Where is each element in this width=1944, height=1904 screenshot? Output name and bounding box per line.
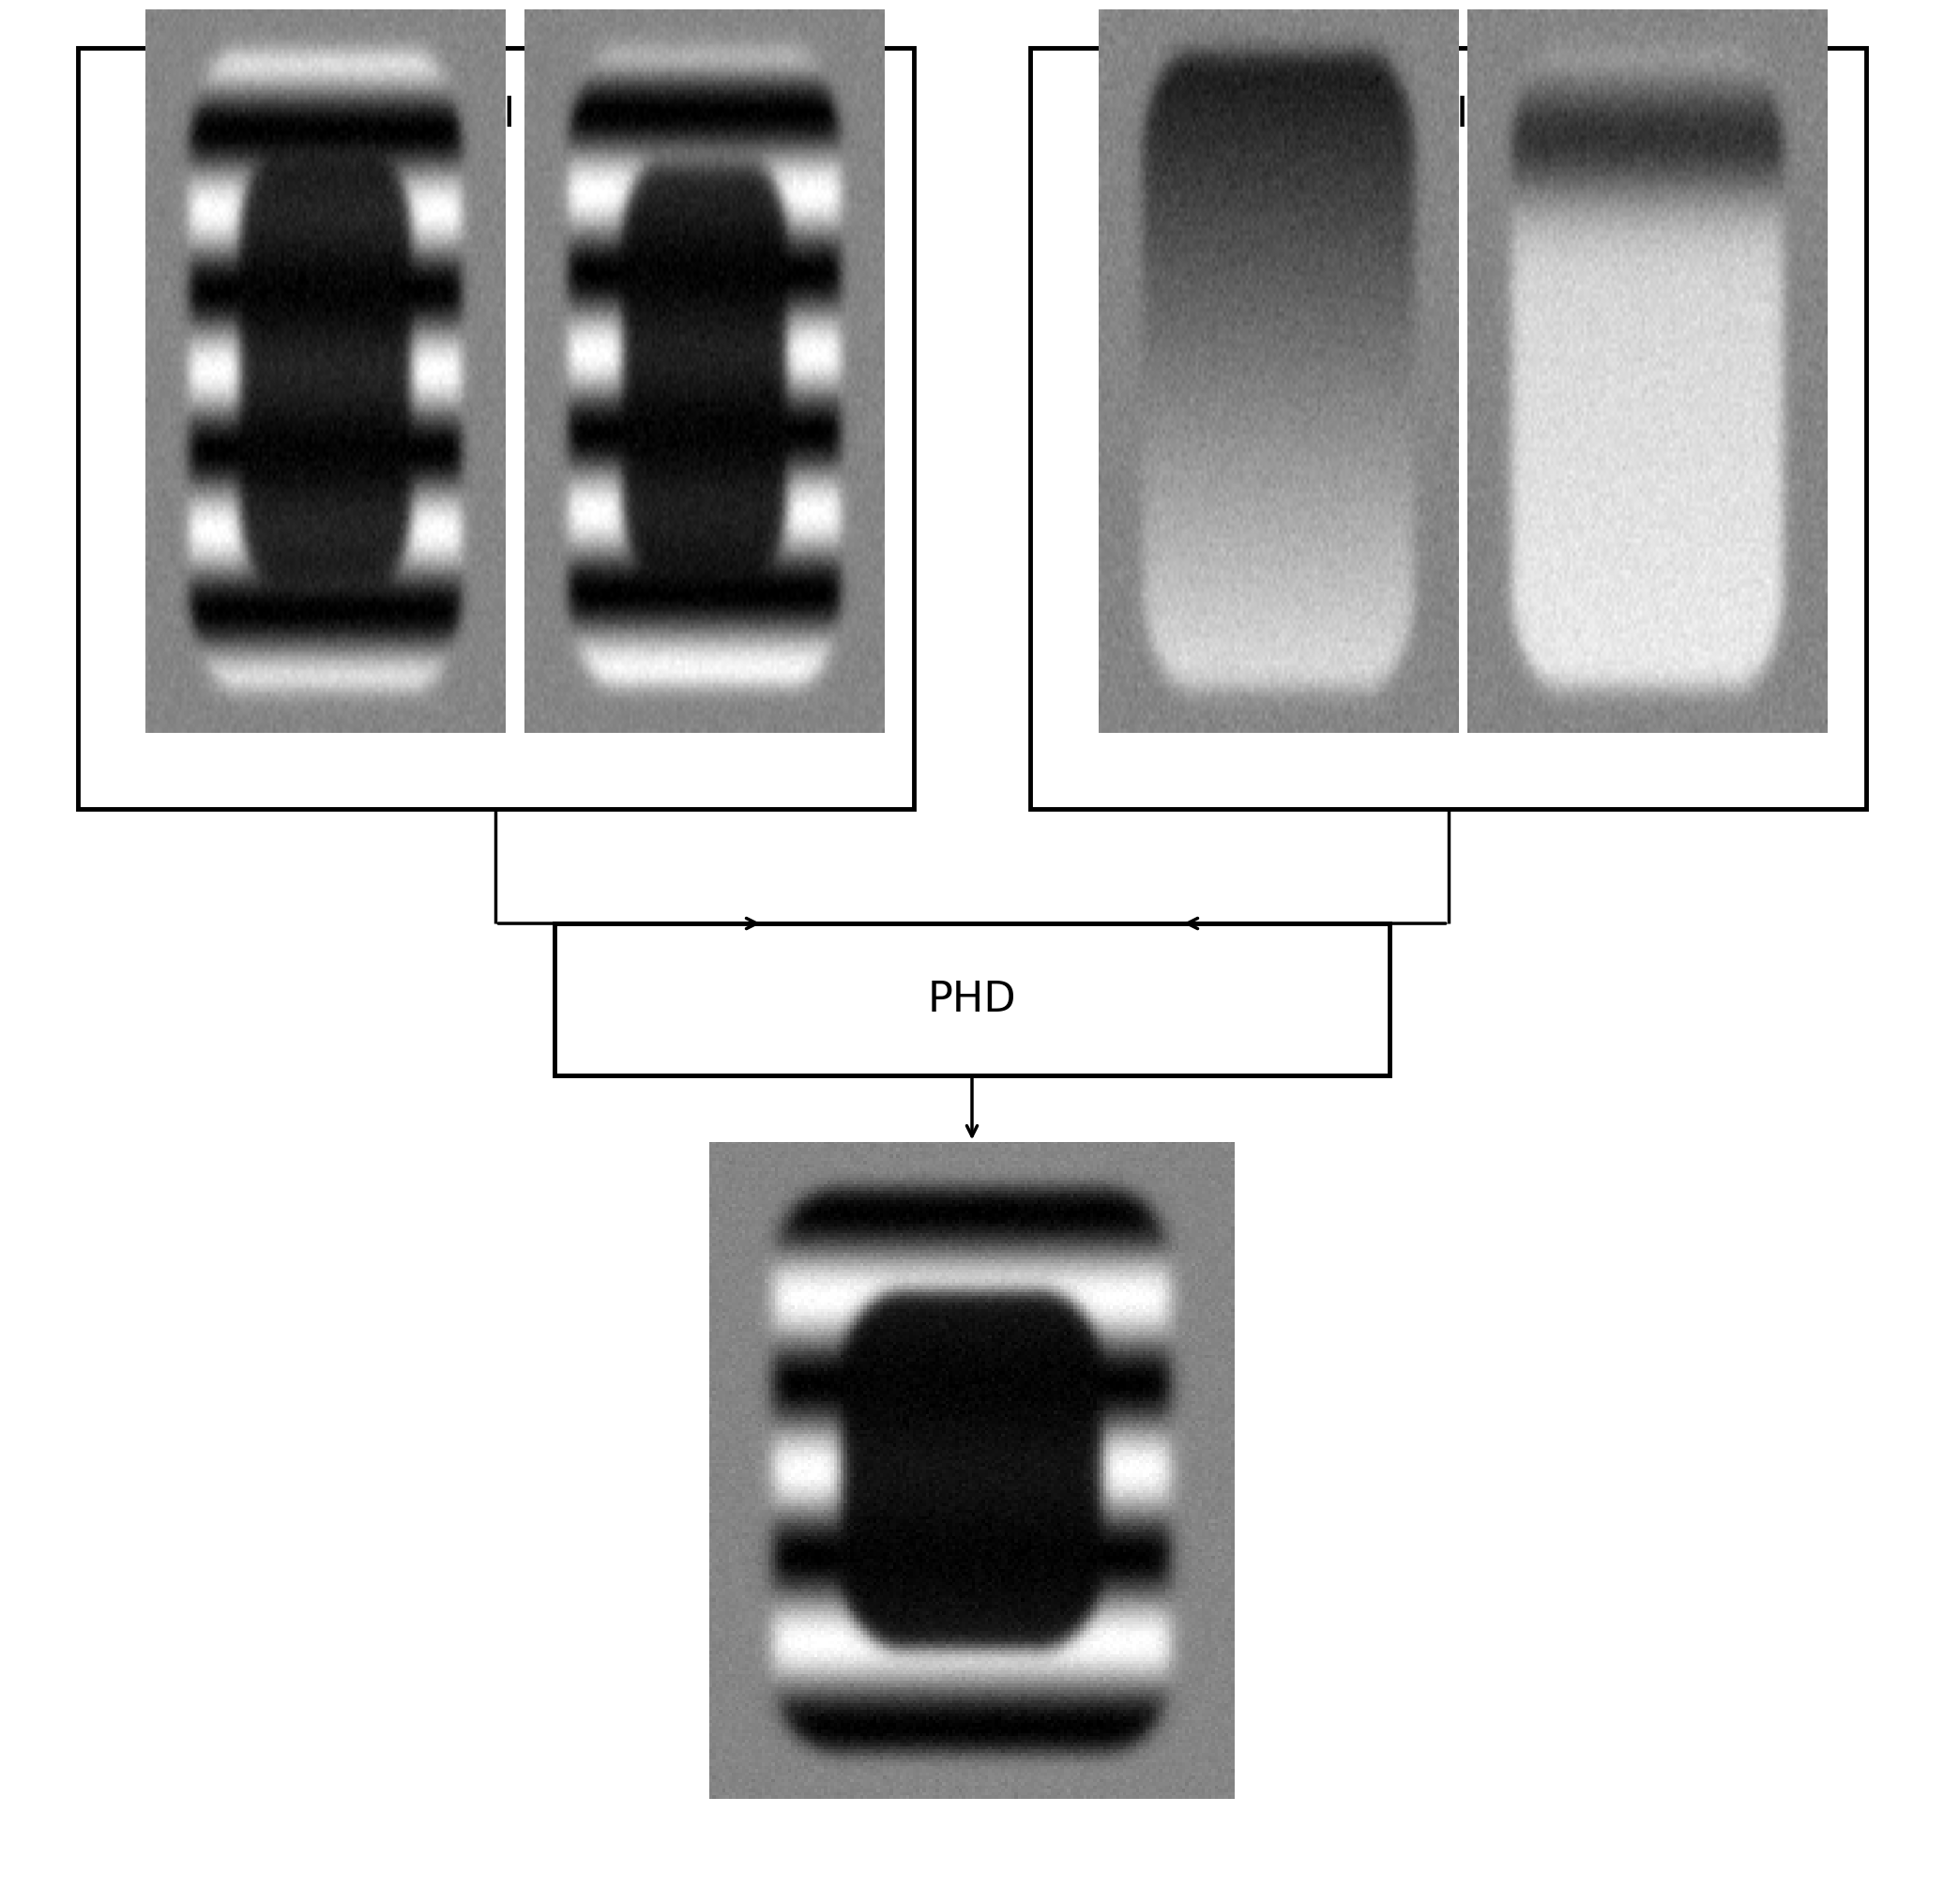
Bar <box>554 923 1390 1076</box>
Text: SI: SI <box>476 95 515 135</box>
Bar <box>78 48 914 809</box>
Bar <box>1030 48 1866 809</box>
Text: PHD: PHD <box>927 979 1017 1021</box>
Text: RI: RI <box>1427 95 1470 135</box>
